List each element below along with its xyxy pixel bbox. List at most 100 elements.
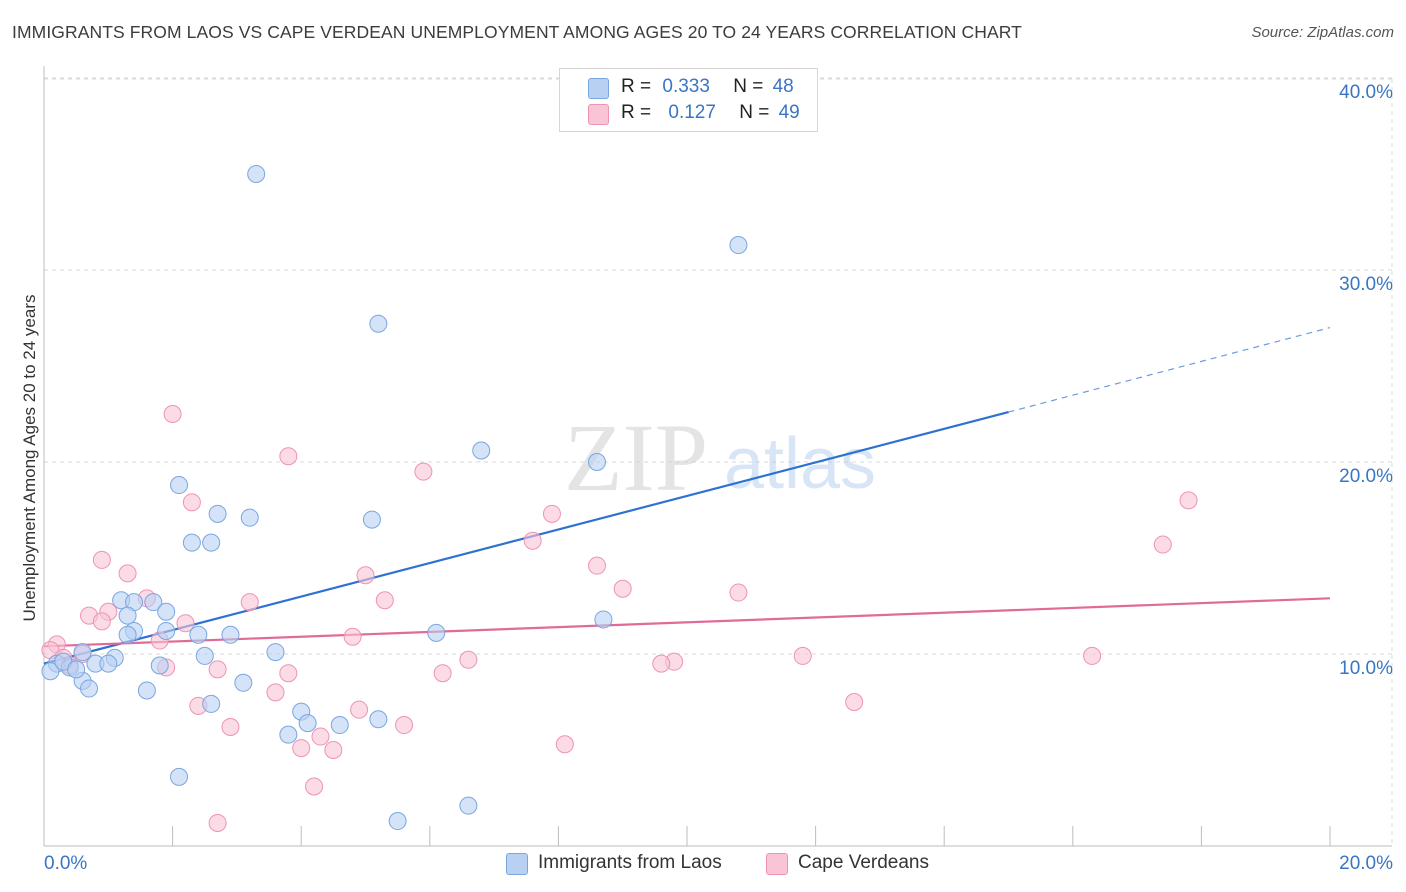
cape-point xyxy=(613,579,632,598)
laos-point xyxy=(362,510,381,529)
cape-trend-line xyxy=(43,597,1331,648)
cape-point xyxy=(414,462,433,481)
laos-point xyxy=(279,725,298,744)
axes xyxy=(43,66,1392,847)
cape-point xyxy=(279,664,298,683)
cape-point xyxy=(292,739,311,758)
laos-point xyxy=(67,660,86,679)
cape-point xyxy=(350,700,369,719)
cape-point xyxy=(208,813,227,832)
cape-point xyxy=(542,504,561,523)
laos-point xyxy=(459,796,478,815)
laos-point xyxy=(330,716,349,735)
cape-point xyxy=(324,741,343,759)
laos-point xyxy=(594,610,613,629)
cape-point xyxy=(240,593,259,612)
laos-point xyxy=(298,714,317,733)
cape-point xyxy=(729,583,748,602)
cape-point xyxy=(118,564,137,583)
legend-r-value-laos: 0.333 xyxy=(662,76,710,97)
cape-point xyxy=(1179,491,1198,510)
laos-point xyxy=(170,767,189,786)
legend-n-label: N = xyxy=(733,76,764,97)
laos-point xyxy=(144,593,163,612)
tick-labels: 10.0% 20.0% 30.0% 40.0% 0.0% 20.0% xyxy=(44,82,1393,874)
y-tick-label: 20.0% xyxy=(1339,466,1393,487)
cape-point xyxy=(311,727,330,746)
x-tick-label: 20.0% xyxy=(1339,853,1393,874)
laos-point xyxy=(118,606,137,625)
laos-point xyxy=(202,694,221,713)
gridlines xyxy=(44,77,1393,846)
cape-point xyxy=(163,405,182,423)
cape-point xyxy=(793,646,812,665)
cape-point xyxy=(652,654,671,673)
laos-point xyxy=(189,625,208,644)
y-tick-label: 30.0% xyxy=(1339,274,1393,295)
cape-point xyxy=(92,612,111,631)
source-credit: Source: ZipAtlas.com xyxy=(1251,24,1394,41)
laos-point xyxy=(170,476,189,495)
bottom-legend-label-laos: Immigrants from Laos xyxy=(538,852,722,873)
laos-point xyxy=(157,602,176,621)
cape-point xyxy=(176,614,195,633)
cape-point xyxy=(395,716,414,735)
cape-point xyxy=(182,493,201,512)
cape-point xyxy=(375,591,394,610)
laos-point xyxy=(234,673,253,692)
stats-legend: R = 0.333 N = 48 R = 0.127 N = 49 xyxy=(559,68,818,132)
cape-point xyxy=(356,566,375,585)
chart-title: IMMIGRANTS FROM LAOS VS CAPE VERDEAN UNE… xyxy=(12,22,1022,42)
cape-point xyxy=(279,447,298,466)
bottom-legend-swatch-laos xyxy=(506,853,528,875)
x-tick-label: 0.0% xyxy=(44,853,87,874)
laos-point xyxy=(388,812,407,831)
watermark-zip: ZIP xyxy=(564,404,708,511)
legend-n-label: N = xyxy=(739,102,770,123)
cape-point xyxy=(555,735,574,754)
cape-point xyxy=(208,660,227,679)
laos-point xyxy=(182,533,201,552)
laos-point xyxy=(472,441,491,460)
laos-point xyxy=(157,621,176,640)
laos-point xyxy=(118,625,137,644)
laos-point xyxy=(80,679,99,698)
watermark-atlas: atlas xyxy=(724,424,876,504)
laos-point xyxy=(427,623,446,642)
legend-r-value-cape: 0.127 xyxy=(668,102,716,123)
laos-point xyxy=(73,643,92,662)
laos-point xyxy=(137,681,156,700)
cape-point xyxy=(587,556,606,575)
cape-point xyxy=(266,683,285,702)
legend-r-label: R = xyxy=(621,102,652,123)
cape-point xyxy=(1153,535,1172,554)
cape-point xyxy=(1083,646,1102,665)
trend-lines xyxy=(43,327,1331,665)
legend-n-value-cape: 49 xyxy=(778,102,800,123)
laos-point xyxy=(266,643,285,662)
laos-point xyxy=(221,625,240,644)
laos-point xyxy=(240,508,259,527)
cape-point xyxy=(459,650,478,669)
bottom-legend-swatch-cape xyxy=(766,853,788,875)
laos-point xyxy=(150,656,169,675)
legend-r-label: R = xyxy=(621,76,652,97)
data-points xyxy=(41,165,1198,832)
y-tick-label: 10.0% xyxy=(1339,658,1393,679)
cape-point xyxy=(523,531,542,550)
watermark: ZIP atlas xyxy=(564,404,876,511)
cape-point xyxy=(92,550,111,569)
laos-point xyxy=(247,165,266,183)
laos-point xyxy=(369,710,388,729)
cape-point xyxy=(845,693,864,711)
y-tick-label: 40.0% xyxy=(1339,82,1393,103)
laos-point xyxy=(369,314,388,333)
laos-trend-extension xyxy=(1008,327,1331,413)
laos-point xyxy=(41,662,60,681)
cape-point xyxy=(305,777,324,796)
legend-n-value-laos: 48 xyxy=(772,76,794,97)
bottom-legend-label-cape: Cape Verdeans xyxy=(798,852,929,873)
laos-point xyxy=(195,646,214,665)
laos-point xyxy=(587,453,606,471)
